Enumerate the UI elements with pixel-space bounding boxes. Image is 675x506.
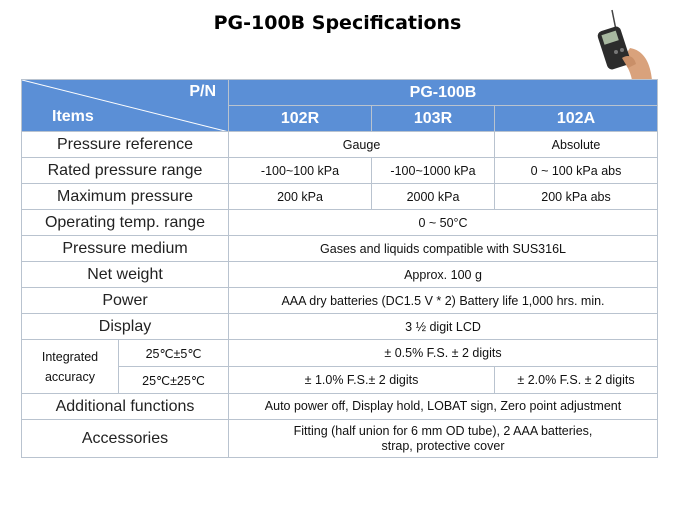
table-row: 25℃±25℃ ± 1.0% F.S.± 2 digits ± 2.0% F.S… — [22, 366, 659, 394]
cell-value: 2000 kPa — [371, 183, 495, 210]
cell-value: 0 ~ 100 kPa abs — [493, 157, 659, 184]
table-row: Pressure medium Gases and liquids compat… — [21, 235, 659, 262]
cell-value: Approx. 100 g — [227, 261, 659, 288]
header-corner-cell: P/N Items — [21, 79, 229, 132]
table-row: Additional functions Auto power off, Dis… — [21, 393, 659, 420]
row-label: Rated pressure range — [21, 157, 229, 184]
row-label: Operating temp. range — [21, 209, 229, 236]
table-row: Maximum pressure 200 kPa 2000 kPa 200 kP… — [21, 183, 659, 210]
page-title: PG-100B Specifications — [213, 12, 462, 34]
row-label: Display — [21, 313, 229, 340]
cell-value: -100~1000 kPa — [371, 157, 495, 184]
row-label: Maximum pressure — [21, 183, 229, 210]
accessories-value: Fitting (half union for 6 mm OD tube), 2… — [227, 419, 659, 458]
cell-value: ± 2.0% F.S. ± 2 digits — [493, 366, 659, 394]
table-row: Power AAA dry batteries (DC1.5 V * 2) Ba… — [21, 287, 659, 314]
row-label: Accessories — [21, 419, 229, 458]
cell-value: 0 ~ 50°C — [227, 209, 659, 236]
row-label: Pressure reference — [21, 131, 229, 158]
cell-value: 200 kPa abs — [493, 183, 659, 210]
row-label: Additional functions — [21, 393, 229, 420]
table-row: Net weight Approx. 100 g — [21, 261, 659, 288]
variant-header-102r: 102R — [228, 105, 372, 132]
cell-value: Gases and liquids compatible with SUS316… — [227, 235, 659, 262]
pn-header: P/N — [189, 83, 216, 100]
cell-value: ± 0.5% F.S. ± 2 digits — [227, 339, 659, 367]
cell-value: AAA dry batteries (DC1.5 V * 2) Battery … — [227, 287, 659, 314]
spec-table: P/N Items PG-100B 102R 103R 102A Pressur… — [21, 79, 659, 458]
table-row: Pressure reference Gauge Absolute — [21, 131, 659, 158]
table-row: Integrated accuracy 25℃±5℃ ± 0.5% F.S. ±… — [21, 339, 659, 394]
table-row: Accessories Fitting (half union for 6 mm… — [21, 419, 659, 458]
cell-absolute: Absolute — [493, 131, 659, 158]
accuracy-condition-2: 25℃±25℃ — [118, 366, 229, 394]
items-header: Items — [52, 108, 94, 125]
cell-value: ± 1.0% F.S.± 2 digits — [228, 366, 495, 394]
row-label: Net weight — [21, 261, 229, 288]
variant-header-102a: 102A — [493, 105, 659, 132]
row-label: Pressure medium — [21, 235, 229, 262]
accuracy-condition-1: 25℃±5℃ — [118, 339, 229, 367]
table-row: Display 3 ½ digit LCD — [21, 313, 659, 340]
table-row: Operating temp. range 0 ~ 50°C — [21, 209, 659, 236]
cell-value: Auto power off, Display hold, LOBAT sign… — [227, 393, 659, 420]
cell-value: 3 ½ digit LCD — [227, 313, 659, 340]
cell-value: 200 kPa — [228, 183, 372, 210]
table-row: Rated pressure range -100~100 kPa -100~1… — [21, 157, 659, 184]
cell-gauge: Gauge — [228, 131, 495, 158]
row-label: Power — [21, 287, 229, 314]
model-header: PG-100B — [227, 79, 659, 106]
product-image — [592, 8, 654, 80]
cell-value: -100~100 kPa — [228, 157, 372, 184]
accuracy-label: Integrated accuracy — [21, 339, 119, 394]
variant-header-103r: 103R — [371, 105, 495, 132]
